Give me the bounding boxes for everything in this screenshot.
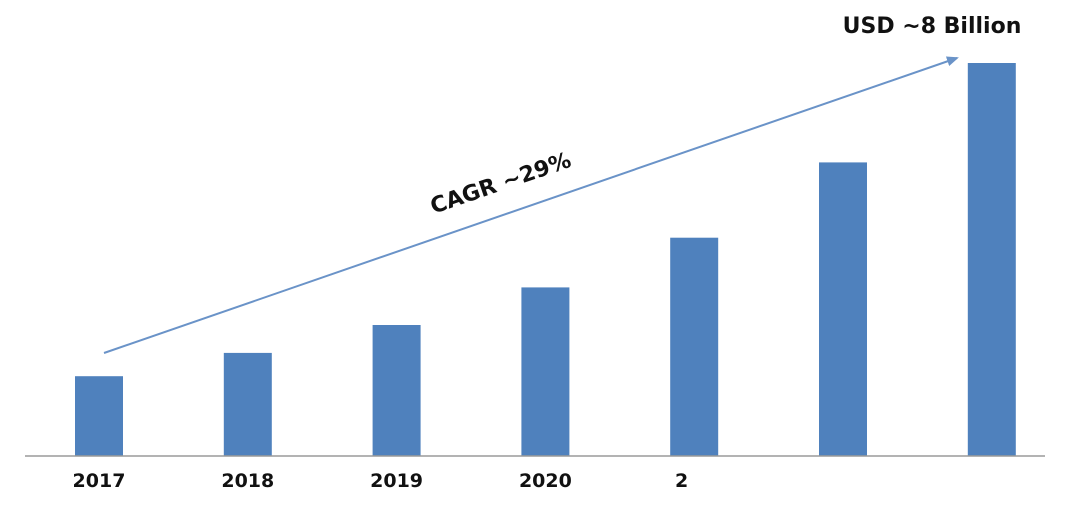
bar-2022 (819, 162, 867, 456)
bars-layer (75, 63, 1016, 456)
x-tick-labels: 2017 2018 2019 2020 2 (73, 470, 689, 492)
bar-2020 (521, 287, 570, 456)
bar-2019 (372, 325, 421, 456)
bar-2017 (75, 376, 123, 456)
bar-2021 (670, 237, 719, 456)
growth-arrow (103, 56, 959, 354)
x-tick-label: 2019 (370, 470, 423, 492)
x-tick-label: 2020 (519, 470, 572, 492)
cagr-annotation: CAGR ~29% (427, 148, 574, 219)
x-tick-label: 2 (675, 470, 688, 492)
x-tick-label: 2017 (73, 470, 126, 492)
end-value-annotation: USD ~8 Billion (843, 14, 1022, 39)
x-tick-label: 2018 (221, 470, 274, 492)
bar-2018 (223, 352, 272, 456)
bar-2023 (967, 63, 1016, 456)
